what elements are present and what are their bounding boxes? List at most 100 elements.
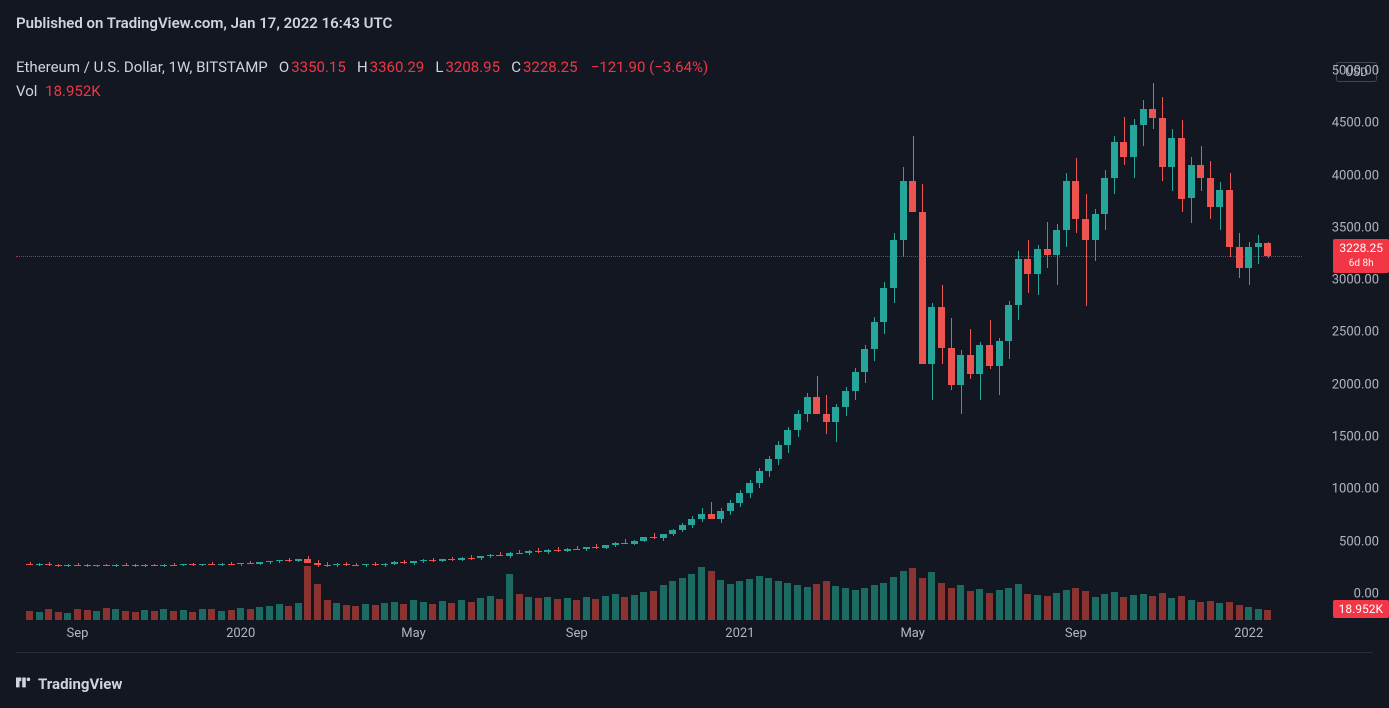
volume-bar xyxy=(141,610,148,620)
candle-body xyxy=(170,565,177,566)
candle-body xyxy=(285,560,292,561)
candle-body xyxy=(1015,259,1022,305)
volume-bar xyxy=(794,585,801,620)
candle-body xyxy=(1034,249,1041,274)
volume-bar xyxy=(900,571,907,620)
candle-body xyxy=(688,519,695,525)
candle-body xyxy=(1120,142,1127,157)
volume-bar xyxy=(708,571,715,620)
x-tick-label: 2021 xyxy=(725,626,754,641)
candle-body xyxy=(199,564,206,565)
y-tick-label: 2500.00 xyxy=(1332,325,1379,340)
volume-bar xyxy=(112,609,119,620)
candle-body xyxy=(151,565,158,566)
candle-body xyxy=(967,355,974,374)
candle-body xyxy=(381,564,388,565)
volume-bar xyxy=(544,597,551,620)
candle-body xyxy=(938,307,945,348)
volume-bar xyxy=(976,589,983,620)
candle-body xyxy=(564,549,571,551)
volume-bar xyxy=(804,587,811,620)
candle-body xyxy=(679,525,686,530)
volume-bar xyxy=(103,608,110,620)
volume-bar xyxy=(938,583,945,620)
x-axis[interactable]: Sep2020MaySep2021MaySep2022 xyxy=(16,620,1302,650)
candle-body xyxy=(1188,165,1195,198)
volume-bar xyxy=(1188,600,1195,620)
volume-bar xyxy=(45,609,52,620)
candle-body xyxy=(852,372,859,391)
volume-bar xyxy=(333,603,340,620)
candle-body xyxy=(986,345,993,366)
volume-bar xyxy=(996,590,1003,620)
volume-bar xyxy=(516,594,523,620)
volume-bar xyxy=(525,597,532,620)
x-tick-label: 2022 xyxy=(1234,626,1263,641)
volume-bar xyxy=(602,596,609,620)
chart-area[interactable] xyxy=(16,50,1302,620)
volume-bar xyxy=(909,568,916,620)
volume-bar xyxy=(362,604,369,620)
volume-bar xyxy=(1226,602,1233,620)
volume-bar xyxy=(1111,592,1118,620)
volume-bar xyxy=(660,585,667,620)
candle-body xyxy=(525,551,532,553)
candle-body xyxy=(410,561,417,563)
volume-bar xyxy=(247,609,254,620)
y-tick-label: 3500.00 xyxy=(1332,220,1379,235)
volume-bar xyxy=(832,586,839,620)
candle-body xyxy=(650,537,657,538)
volume-bar xyxy=(1168,598,1175,620)
volume-bar xyxy=(487,596,494,620)
y-axis[interactable]: 0.00500.001000.001500.002000.002500.0030… xyxy=(1302,50,1389,620)
candle-body xyxy=(900,181,907,241)
volume-bar xyxy=(756,576,763,620)
candle-body xyxy=(141,565,148,566)
candle-body xyxy=(1044,249,1051,255)
volume-bar xyxy=(1101,594,1108,620)
candle-body xyxy=(391,562,398,563)
candle-body xyxy=(468,558,475,559)
y-tick-label: 500.00 xyxy=(1339,534,1379,549)
candle-body xyxy=(333,564,340,565)
candle-body xyxy=(276,560,283,561)
volume-bar xyxy=(468,602,475,621)
volume-bar xyxy=(765,578,772,620)
candle-body xyxy=(1168,138,1175,167)
volume-bar xyxy=(314,584,321,620)
candle-body xyxy=(516,553,523,554)
volume-bar xyxy=(132,612,139,620)
volume-bar xyxy=(55,612,62,620)
candle-wick xyxy=(1153,83,1154,129)
candle-body xyxy=(698,514,705,518)
volume-bar xyxy=(1053,593,1060,620)
candle-body xyxy=(708,514,715,518)
volume-bar xyxy=(775,581,782,620)
volume-bar xyxy=(1149,596,1156,620)
candle-body xyxy=(228,564,235,565)
candle-body xyxy=(890,240,897,288)
x-tick-label: Sep xyxy=(67,626,89,641)
y-tick-label: 4000.00 xyxy=(1332,168,1379,183)
candle-body xyxy=(928,307,935,363)
volume-bar xyxy=(1255,609,1262,620)
candle-body xyxy=(84,565,91,566)
volume-bar xyxy=(688,574,695,620)
volume-bar xyxy=(948,588,955,620)
candle-body xyxy=(1159,118,1166,167)
candle-body xyxy=(266,561,273,562)
volume-bar xyxy=(1082,591,1089,620)
candle-body xyxy=(1111,142,1118,178)
y-tick-label: 5000.00 xyxy=(1332,63,1379,78)
candle-body xyxy=(583,547,590,550)
candle-body xyxy=(26,564,33,565)
candle-body xyxy=(573,549,580,550)
candle-wick xyxy=(1258,235,1259,264)
volume-bar xyxy=(228,610,235,620)
volume-bar xyxy=(64,613,71,620)
volume-bar xyxy=(583,597,590,620)
volume-bar xyxy=(919,578,926,620)
volume-bar xyxy=(1216,603,1223,620)
candle-body xyxy=(775,445,782,459)
candle-body xyxy=(909,181,916,212)
